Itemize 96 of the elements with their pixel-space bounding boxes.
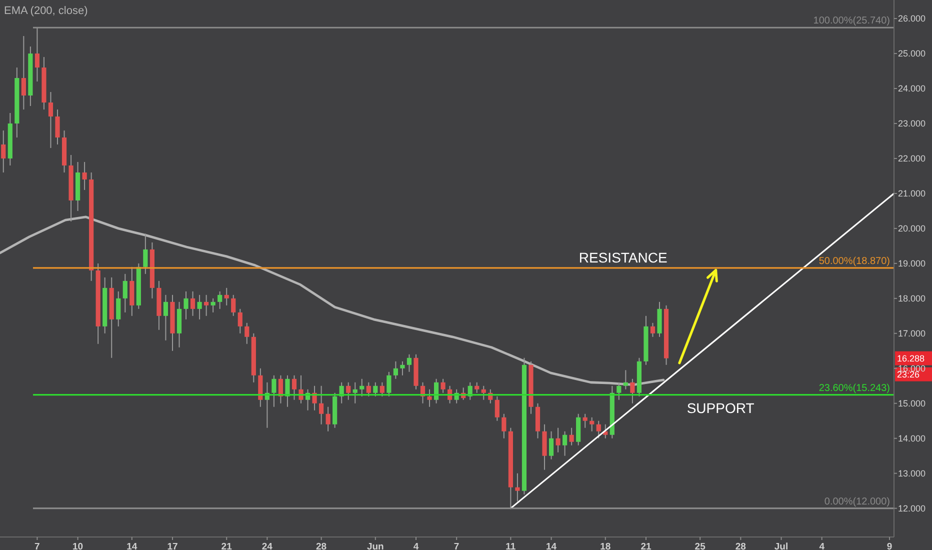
candlestick	[285, 374, 290, 408]
candlestick	[590, 416, 594, 432]
y-tick-label: 22.000	[898, 154, 926, 164]
candlestick	[650, 322, 656, 338]
candlestick	[197, 294, 202, 320]
x-tick-label: 14	[126, 541, 138, 550]
text: 16.288	[897, 353, 925, 364]
x-tick-label: 28	[316, 541, 327, 550]
x-tick-label: 18	[600, 541, 611, 550]
y-tick-label: 18.000	[898, 294, 926, 304]
ref-line-label: 23.60%(15.243)	[818, 382, 890, 394]
candlestick	[502, 413, 506, 439]
x-tick-label: 4	[413, 541, 420, 550]
text: EMA (200, close)	[4, 5, 88, 17]
x-tick-label: 21	[640, 541, 652, 550]
candlestick	[515, 472, 520, 502]
candlestick	[548, 430, 554, 460]
y-tick-label: 17.000	[898, 328, 926, 339]
candlestick	[380, 382, 384, 397]
candlestick	[556, 427, 560, 453]
x-tick-label: 24	[262, 541, 274, 550]
candlestick	[298, 374, 304, 404]
candlestick	[474, 382, 480, 394]
y-tick-label: 13.000	[898, 468, 926, 478]
candlestick	[386, 371, 392, 397]
candlestick	[238, 308, 242, 334]
candlestick	[48, 92, 54, 148]
candlestick	[116, 290, 121, 327]
x-tick-label: 9	[886, 541, 892, 550]
candlestick	[210, 298, 216, 313]
candlestick	[360, 378, 364, 397]
y-tick-label: 15.000	[898, 398, 926, 409]
candlestick	[427, 388, 432, 408]
x-tick-label: 25	[694, 541, 706, 550]
candlestick	[218, 290, 222, 310]
ref-line-label: 50.00%(18.870)	[818, 256, 890, 267]
candlestick	[352, 382, 358, 404]
candlestick	[326, 406, 330, 432]
candlestick	[569, 427, 574, 446]
x-tick-label: 7	[34, 541, 40, 550]
y-tick-label: 12.000	[898, 503, 926, 514]
candlestick	[630, 378, 635, 404]
candlestick	[163, 294, 168, 341]
candlestick	[406, 354, 412, 372]
x-tick-label: 21	[221, 541, 233, 550]
x-tick-label: 14	[546, 541, 558, 550]
candlestick	[122, 273, 128, 313]
candlestick	[562, 430, 568, 456]
x-tick-label: Jun	[366, 541, 384, 550]
candlestick	[292, 374, 297, 400]
candlestick	[494, 396, 500, 422]
candlestick	[481, 385, 486, 400]
x-tick-label: 11	[506, 541, 516, 550]
candlestick	[393, 360, 398, 380]
x-tick-label: 7	[454, 541, 460, 550]
x-tick-label: Jul	[774, 541, 788, 550]
x-tick-label: 10	[72, 541, 84, 550]
x-tick-label: 28	[735, 541, 746, 550]
y-tick-label: 26.000	[898, 14, 926, 24]
candlestick	[204, 294, 209, 316]
candlestick	[272, 374, 276, 408]
y-tick-label: 14.000	[898, 433, 926, 444]
candlestick	[224, 287, 229, 306]
y-tick-label: 23.000	[898, 118, 926, 129]
x-tick-label: 4	[819, 541, 826, 550]
y-tick-label: 25.000	[898, 48, 926, 59]
candlestick	[373, 382, 378, 397]
candlestick	[623, 370, 628, 390]
candlestick	[184, 290, 188, 320]
candlestick	[582, 413, 588, 428]
candlestick	[346, 382, 351, 400]
y-tick-label: 24.000	[898, 84, 926, 94]
y-tick-label: 21.000	[898, 188, 926, 199]
candlestick	[244, 322, 250, 344]
candlestick	[319, 385, 324, 425]
candlestick	[312, 385, 317, 411]
y-tick-label: 19.000	[898, 258, 926, 269]
candlestick	[143, 233, 148, 274]
candlestick	[440, 378, 446, 394]
candlestick	[400, 360, 405, 376]
candlestick	[55, 109, 60, 145]
candlestick	[366, 382, 371, 397]
ref-line-label: 100.00%(25.740)	[813, 16, 890, 27]
x-tick-label: 17	[167, 541, 178, 550]
candlestick	[82, 161, 87, 190]
annotation: RESISTANCE	[578, 250, 668, 266]
candlestick	[231, 294, 236, 316]
annotation: SUPPORT	[686, 400, 755, 416]
y-tick-label: 20.000	[898, 224, 926, 234]
candlestick	[21, 36, 26, 110]
candlestick	[596, 420, 601, 439]
candlestick	[1, 130, 6, 173]
ref-line-label: 0.00%(12.000)	[824, 496, 890, 508]
candlestick	[616, 382, 622, 400]
candlestick	[190, 290, 196, 316]
candlestick	[34, 27, 40, 82]
